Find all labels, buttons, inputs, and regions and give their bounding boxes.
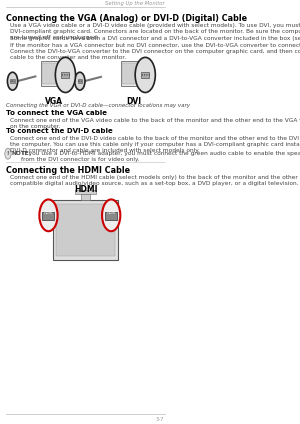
FancyBboxPatch shape [61,72,70,78]
FancyBboxPatch shape [56,204,116,256]
Circle shape [56,57,76,92]
Circle shape [8,72,18,90]
Text: HDMI: HDMI [44,211,53,215]
Circle shape [64,74,65,76]
Text: Connecting the HDMI Cable: Connecting the HDMI Cable [6,166,130,175]
FancyBboxPatch shape [61,71,63,75]
FancyBboxPatch shape [122,63,140,84]
Text: Use a VGA video cable or a DVI-D video cable (provided with select models). To u: Use a VGA video cable or a DVI-D video c… [10,22,300,40]
Text: !: ! [7,151,9,156]
FancyBboxPatch shape [43,212,55,220]
Text: Connect one end of the HDMI cable (select models only) to the back of the monito: Connect one end of the HDMI cable (selec… [10,175,300,186]
Text: Connect one end of the VGA video cable to the back of the monitor and the other : Connect one end of the VGA video cable t… [10,118,300,129]
Circle shape [78,81,79,82]
Text: DVI: DVI [126,97,142,106]
Text: NOTE:: NOTE: [11,151,32,156]
Circle shape [62,74,63,76]
FancyBboxPatch shape [81,195,90,201]
FancyBboxPatch shape [42,63,60,84]
Circle shape [81,81,82,82]
Text: Connect one end of the DVI-D video cable to the back of the monitor and the othe: Connect one end of the DVI-D video cable… [10,136,300,153]
Text: VGA: VGA [45,97,63,106]
Circle shape [135,57,155,92]
FancyBboxPatch shape [121,61,141,86]
Text: 3-7: 3-7 [156,417,164,422]
Circle shape [149,74,150,76]
Text: Connecting the VGA (Analog) or DVI-D (Digital) Cable: Connecting the VGA (Analog) or DVI-D (Di… [6,14,247,22]
Text: HDMI: HDMI [74,184,97,193]
Text: To connect the VGA cable: To connect the VGA cable [6,110,107,116]
Text: To connect the DVI-D cable: To connect the DVI-D cable [6,128,112,134]
Text: Some graphic cards have both a DVI connector and a DVI-to-VGA converter included: Some graphic cards have both a DVI conne… [10,36,300,60]
Circle shape [142,74,143,76]
Circle shape [69,74,70,76]
Text: Connecting the VGA or DVI-D cable—connector locations may vary: Connecting the VGA or DVI-D cable—connec… [6,103,190,108]
Circle shape [75,72,85,90]
FancyBboxPatch shape [53,201,118,260]
Circle shape [67,74,68,76]
Circle shape [144,74,145,76]
Circle shape [146,74,147,76]
FancyBboxPatch shape [77,79,82,83]
Circle shape [39,199,58,231]
Text: HDMI: HDMI [106,211,116,215]
FancyBboxPatch shape [75,190,96,195]
FancyBboxPatch shape [41,61,62,86]
Text: If you use a DVI-to-HDMI adapter, you must connect the green audio cable to enab: If you use a DVI-to-HDMI adapter, you mu… [20,151,300,162]
FancyBboxPatch shape [141,71,142,75]
Circle shape [5,148,11,159]
Circle shape [12,81,13,82]
FancyBboxPatch shape [105,212,117,220]
FancyBboxPatch shape [141,72,149,78]
Text: Setting Up the Monitor: Setting Up the Monitor [105,1,164,6]
FancyBboxPatch shape [10,79,15,83]
Circle shape [102,199,120,231]
